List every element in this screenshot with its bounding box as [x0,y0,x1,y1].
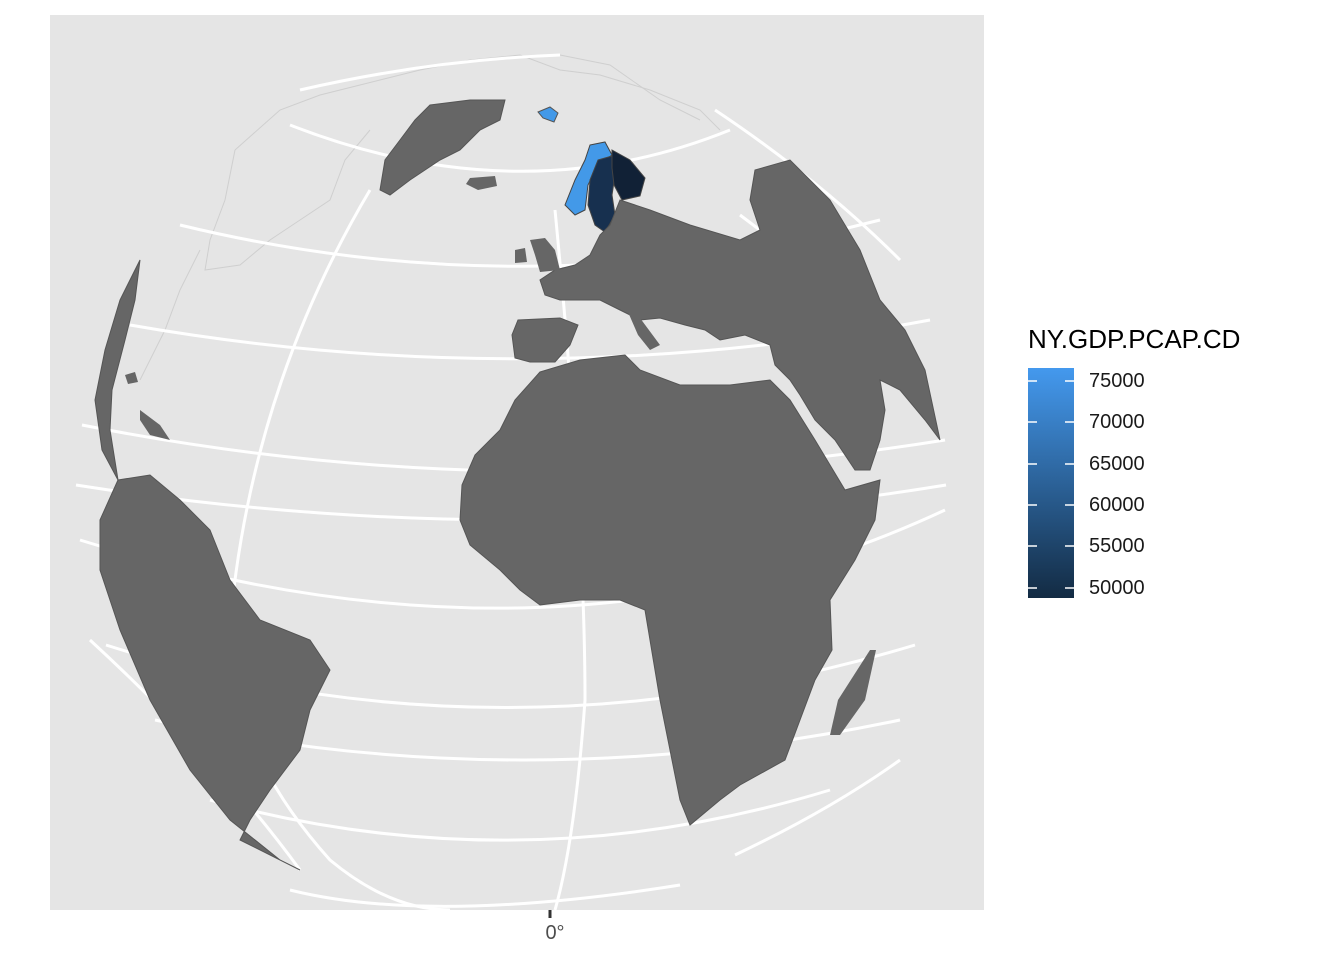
europe-asia [539,159,941,471]
finland [611,149,646,201]
legend-label: 75000 [1089,370,1145,392]
madagascar [830,650,876,735]
iberia [511,317,579,363]
africa [459,354,881,826]
legend-label: 55000 [1089,535,1145,557]
legend-label: 60000 [1089,494,1145,516]
legend-label: 70000 [1089,411,1145,433]
iceland [537,106,559,123]
ireland [515,248,527,263]
svalbard-small [466,176,497,190]
greenland [379,99,506,196]
legend-label: 65000 [1089,453,1145,475]
x-axis-tick-label: 0° [545,922,565,944]
britain [530,238,560,272]
italy [628,312,660,350]
legend-label: 50000 [1089,577,1145,599]
legend-colorbar [1028,368,1074,598]
south-america [99,474,331,871]
legend-title: NY.GDP.PCAP.CD [1028,324,1241,354]
caribbean-islands [125,372,170,440]
